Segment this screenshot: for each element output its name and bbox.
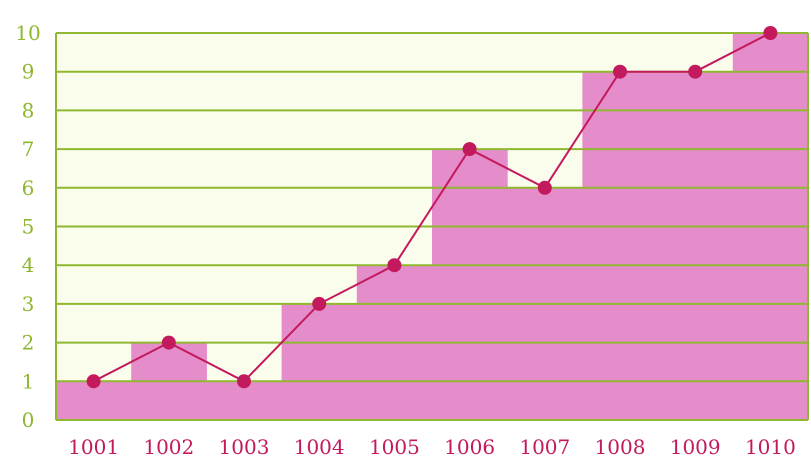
x-tick-label-1002: 1002 — [143, 435, 194, 459]
x-axis-ticks: 1001 1002 1003 1004 1005 1006 1007 1008 1009 1010 — [68, 435, 796, 459]
y-tick-label-7: 7 — [22, 137, 35, 161]
y-tick-label-9: 9 — [22, 60, 35, 84]
data-point-1010 — [763, 26, 778, 40]
x-tick-label-1001: 1001 — [68, 435, 119, 459]
data-point-1004 — [312, 296, 327, 311]
step-bar-1004 — [281, 303, 358, 420]
y-tick-label-0: 0 — [22, 408, 35, 432]
data-point-1005 — [387, 258, 402, 273]
y-tick-label-10: 10 — [15, 21, 40, 45]
data-point-1007 — [537, 180, 552, 195]
data-point-1002 — [161, 335, 176, 350]
grid-layer — [55, 32, 809, 421]
x-tick-label-1010: 1010 — [745, 435, 796, 459]
x-tick-label-1009: 1009 — [670, 435, 721, 459]
line-layer — [93, 32, 771, 383]
data-point-1003 — [237, 374, 251, 389]
x-tick-label-1008: 1008 — [595, 435, 646, 459]
x-tick-label-1007: 1007 — [519, 435, 570, 459]
x-tick-label-1006: 1006 — [444, 435, 495, 459]
y-tick-label-1: 1 — [22, 369, 35, 393]
data-line — [93, 32, 771, 383]
data-point-1006 — [462, 142, 477, 157]
x-tick-label-1004: 1004 — [294, 435, 345, 459]
y-tick-label-3: 3 — [22, 292, 35, 316]
step-bar-1006 — [432, 149, 508, 420]
x-tick-label-1005: 1005 — [369, 435, 420, 459]
x-tick-label-1003: 1003 — [219, 435, 270, 459]
y-tick-label-5: 5 — [22, 215, 35, 239]
y-tick-label-4: 4 — [22, 253, 35, 277]
y-tick-label-8: 8 — [22, 98, 35, 122]
data-point-1001 — [86, 374, 101, 389]
data-point-1008 — [613, 64, 627, 79]
step-bar-1008 — [582, 71, 659, 420]
data-point-1009 — [688, 64, 703, 79]
point-layer — [86, 26, 778, 389]
y-tick-label-6: 6 — [22, 176, 35, 200]
y-tick-label-2: 2 — [22, 331, 35, 355]
y-axis-ticks: 0 1 2 3 4 5 6 7 8 9 10 — [15, 21, 40, 432]
step-bar-1009 — [657, 71, 734, 420]
